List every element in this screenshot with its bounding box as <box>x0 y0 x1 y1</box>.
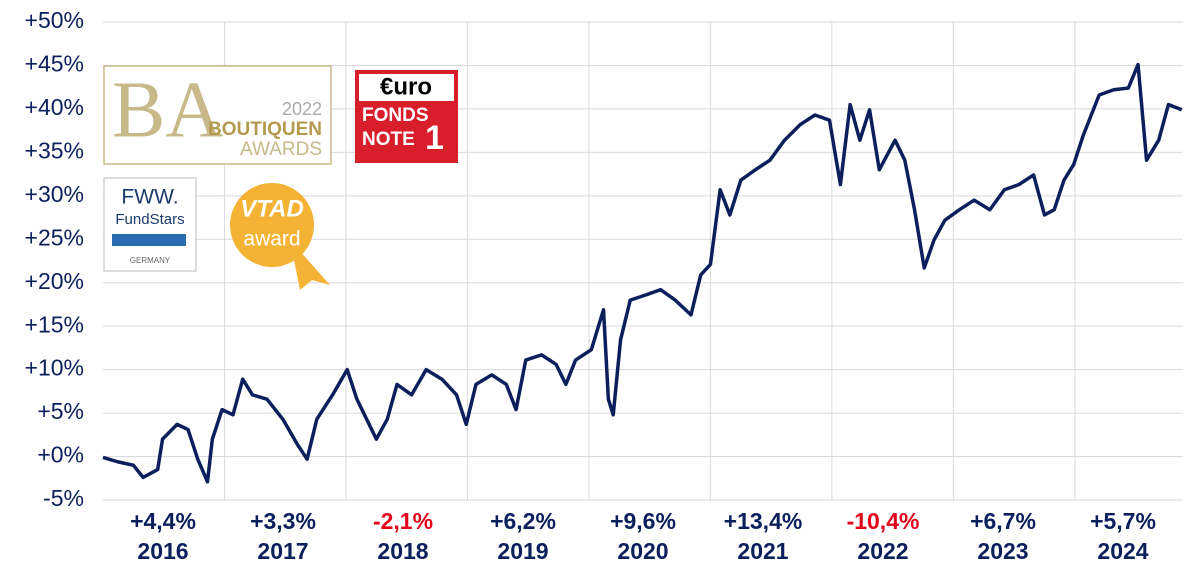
logo-disc <box>230 183 314 267</box>
x-tick-label: 2017 <box>257 538 308 564</box>
logo-frame <box>103 177 197 272</box>
logo-text: FundStars <box>115 211 184 228</box>
x-tick-label: 2023 <box>977 538 1028 564</box>
y-tick-label: +0% <box>37 442 84 468</box>
logo-text: FWW. <box>121 186 178 209</box>
annual-return: +5,7% <box>1090 508 1156 534</box>
logo-text: 2022 <box>282 99 322 119</box>
annual-return: -10,4% <box>847 508 920 534</box>
y-tick-label: +25% <box>25 224 84 250</box>
annual-return: +13,4% <box>724 508 803 534</box>
x-tick-label: 2020 <box>617 538 668 564</box>
annual-return: +3,3% <box>250 508 316 534</box>
logo-text: AWARDS <box>240 139 322 160</box>
annual-return: +6,2% <box>490 508 556 534</box>
y-tick-label: +5% <box>37 398 84 424</box>
logo-euro: €uro FONDS NOTE 1 <box>355 70 458 163</box>
logo-stars <box>112 234 186 246</box>
x-tick-label: 2022 <box>857 538 908 564</box>
y-tick-label: +15% <box>25 311 84 337</box>
annual-return: -2,1% <box>373 508 433 534</box>
y-tick-label: +10% <box>25 355 84 381</box>
y-tick-label: +20% <box>25 268 84 294</box>
logo-text: NOTE <box>362 129 415 150</box>
line <box>102 62 1183 484</box>
x-tick-label: 2018 <box>377 538 428 564</box>
logo-vtad: VTAD award <box>230 183 330 290</box>
y-tick-label: +35% <box>25 137 84 163</box>
x-tick-label: 2024 <box>1097 538 1148 564</box>
x-tick-label: 2019 <box>497 538 548 564</box>
logo-text: 1 <box>425 119 444 157</box>
y-tick-label: +30% <box>25 181 84 207</box>
logo-text: BOUTIQUEN <box>208 119 322 140</box>
x-tick-label: 2021 <box>737 538 788 564</box>
y-tick-label: +50% <box>25 7 84 33</box>
logo-mark: BA <box>112 66 223 154</box>
annual-return: +4,4% <box>130 508 196 534</box>
x-tick-label: 2016 <box>137 538 188 564</box>
logo-text: award <box>243 228 300 251</box>
y-tick-label: +40% <box>25 94 84 120</box>
logo-text: €uro <box>380 73 432 100</box>
logo-text: FONDS <box>362 105 429 126</box>
logo-frame <box>103 65 332 165</box>
logo-boutiquen: BA 2022 BOUTIQUEN AWARDS <box>103 65 332 165</box>
logo-band <box>359 74 454 101</box>
y-tick-label: +45% <box>25 51 84 77</box>
logo-fww: FWW. FundStars GERMANY <box>103 177 197 272</box>
logo-text: VTAD <box>240 195 304 222</box>
logo-text: GERMANY <box>130 256 171 265</box>
annual-return: +9,6% <box>610 508 676 534</box>
y-tick-label: -5% <box>43 485 84 511</box>
annual-return: +6,7% <box>970 508 1036 534</box>
